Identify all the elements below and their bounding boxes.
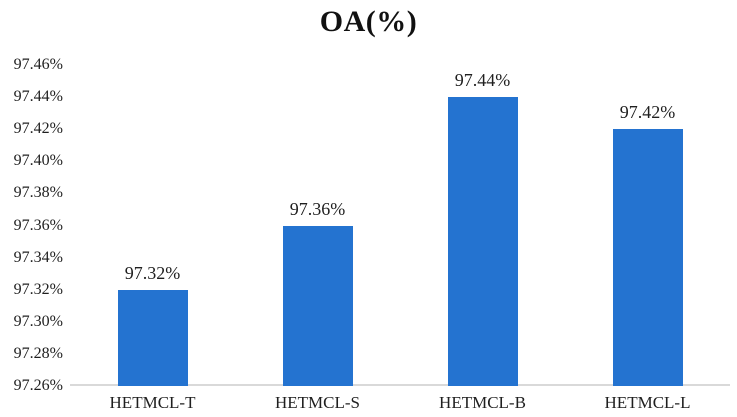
- y-axis-tick-label: 97.44%: [13, 88, 63, 106]
- bar-value-label: 97.44%: [454, 70, 511, 91]
- y-axis-tick-label: 97.32%: [13, 280, 63, 298]
- x-axis-line: [70, 384, 730, 386]
- y-axis-tick-label: 97.46%: [13, 56, 63, 73]
- y-axis-tick-label: 97.42%: [13, 120, 63, 138]
- bar-hetmcl-l: [612, 129, 683, 386]
- y-axis-tick-label: 97.36%: [13, 216, 63, 234]
- x-axis-category-label: HETMCL-T: [109, 393, 196, 412]
- y-axis-tick-label: 97.34%: [13, 248, 63, 266]
- y-axis-tick-label: 97.28%: [13, 344, 63, 362]
- bar-value-label: 97.32%: [124, 262, 181, 283]
- y-axis-tick-label: 97.40%: [13, 152, 63, 170]
- bar-hetmcl-b: [447, 97, 518, 386]
- chart-title: OA(%): [319, 5, 418, 38]
- bar-value-label: 97.36%: [289, 198, 346, 219]
- y-axis-tick-label: 97.38%: [13, 184, 63, 202]
- y-axis-tick-label: 97.30%: [13, 312, 63, 330]
- x-axis-category-label: HETMCL-B: [439, 393, 526, 412]
- x-axis-category-label: HETMCL-L: [604, 393, 691, 412]
- y-axis-tick-label: 97.26%: [13, 377, 63, 394]
- bar-value-label: 97.42%: [619, 102, 676, 123]
- bar-hetmcl-s: [282, 225, 353, 386]
- x-axis-category-label: HETMCL-S: [275, 393, 360, 412]
- bar-hetmcl-t: [117, 289, 188, 386]
